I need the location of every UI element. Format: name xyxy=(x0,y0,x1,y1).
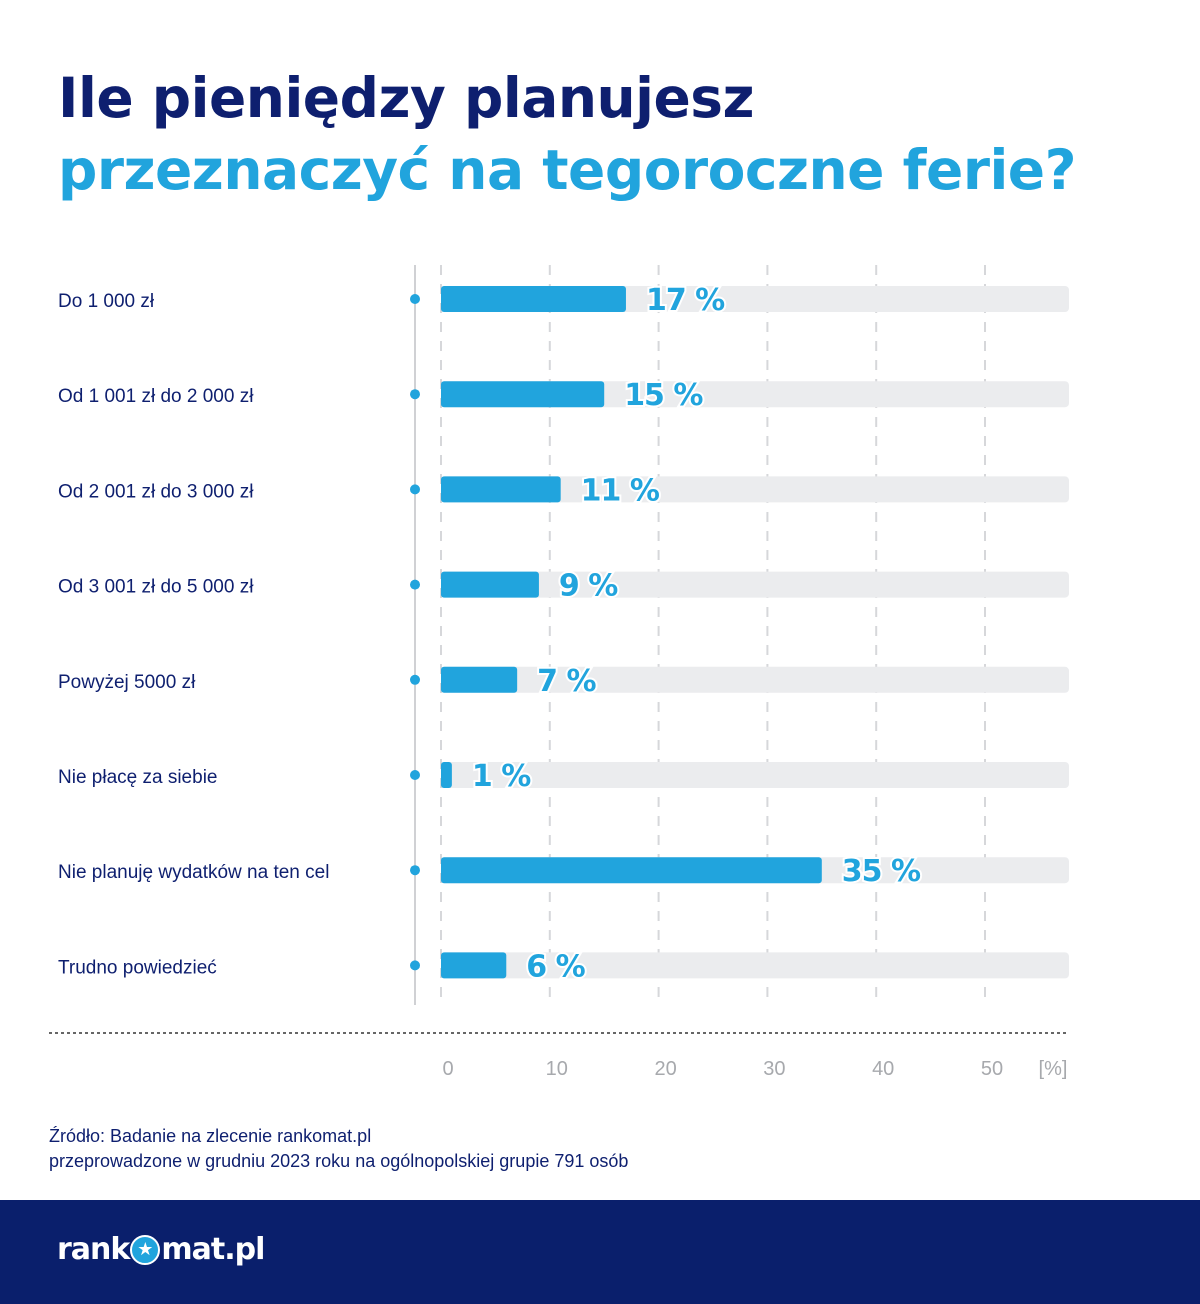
logo-text-left: rank xyxy=(57,1232,130,1267)
category-label: Od 1 001 zł do 2 000 zł xyxy=(58,386,254,407)
bar xyxy=(441,857,822,884)
bar xyxy=(441,666,518,693)
row-marker xyxy=(410,865,420,876)
bar xyxy=(441,286,626,312)
category-label: Powyżej 5000 zł xyxy=(58,672,196,693)
bar-value-label: 7 % xyxy=(537,664,596,699)
bar-value-label: 1 % xyxy=(472,759,531,794)
logo-text-right: mat.pl xyxy=(161,1232,265,1267)
bar-track xyxy=(441,762,1069,788)
source-line-2: przeprowadzone w grudniu 2023 roku na og… xyxy=(49,1151,629,1171)
bar-chart: 0 10 20 30 40 50 [%] Do 1 000 zł 17 % Od 1 001 zł… xyxy=(49,265,1069,1080)
x-tick-label: 20 xyxy=(654,1058,676,1080)
x-tick-label: 40 xyxy=(872,1058,894,1080)
x-tick-label: 50 xyxy=(981,1058,1003,1080)
bar-value-label: 17 % xyxy=(646,283,725,318)
title-line-1: Ile pieniędzy planujesz xyxy=(58,66,755,130)
row-marker xyxy=(410,960,420,971)
row-marker xyxy=(410,389,420,400)
bar-track xyxy=(441,666,1069,693)
category-label: Nie planuję wydatków na ten cel xyxy=(58,862,329,883)
bar-value-label: 6 % xyxy=(526,949,585,984)
bar xyxy=(441,762,452,788)
footer-band: rank ★ mat.pl xyxy=(0,1200,1200,1304)
x-tick-label: 10 xyxy=(546,1058,568,1080)
x-unit-label: [%] xyxy=(1039,1058,1068,1080)
bar-track xyxy=(441,476,1069,503)
source-line-1: Źródło: Badanie na zlecenie rankomat.pl xyxy=(49,1126,372,1146)
category-label: Trudno powiedzieć xyxy=(58,957,217,978)
row-marker xyxy=(410,674,420,685)
x-tick-label: 30 xyxy=(763,1058,785,1080)
star-icon: ★ xyxy=(130,1234,161,1265)
title-line-2: przeznaczyć na tegoroczne ferie? xyxy=(58,138,1077,202)
rankomat-logo[interactable]: rank ★ mat.pl xyxy=(57,1232,265,1267)
row-marker xyxy=(410,579,420,590)
row-marker xyxy=(410,484,420,495)
bar-value-label: 11 % xyxy=(581,473,660,508)
bar-value-label: 9 % xyxy=(559,569,618,604)
category-label: Nie płacę za siebie xyxy=(58,767,217,788)
source-note: Źródło: Badanie na zlecenie rankomat.pl … xyxy=(49,1124,628,1174)
category-label: Od 3 001 zł do 5 000 zł xyxy=(58,577,254,598)
bar-track xyxy=(441,952,1069,979)
bar xyxy=(441,952,507,979)
row-marker xyxy=(410,294,420,304)
bar xyxy=(441,381,605,408)
bar-value-label: 15 % xyxy=(624,378,703,413)
bar-track xyxy=(441,571,1069,598)
x-tick-label: 0 xyxy=(442,1058,453,1080)
category-label: Od 2 001 zł do 3 000 zł xyxy=(58,481,254,502)
bar-value-label: 35 % xyxy=(842,854,921,889)
bar xyxy=(441,571,539,598)
bar xyxy=(441,476,561,503)
category-label: Do 1 000 zł xyxy=(58,291,155,312)
row-marker xyxy=(410,770,420,780)
